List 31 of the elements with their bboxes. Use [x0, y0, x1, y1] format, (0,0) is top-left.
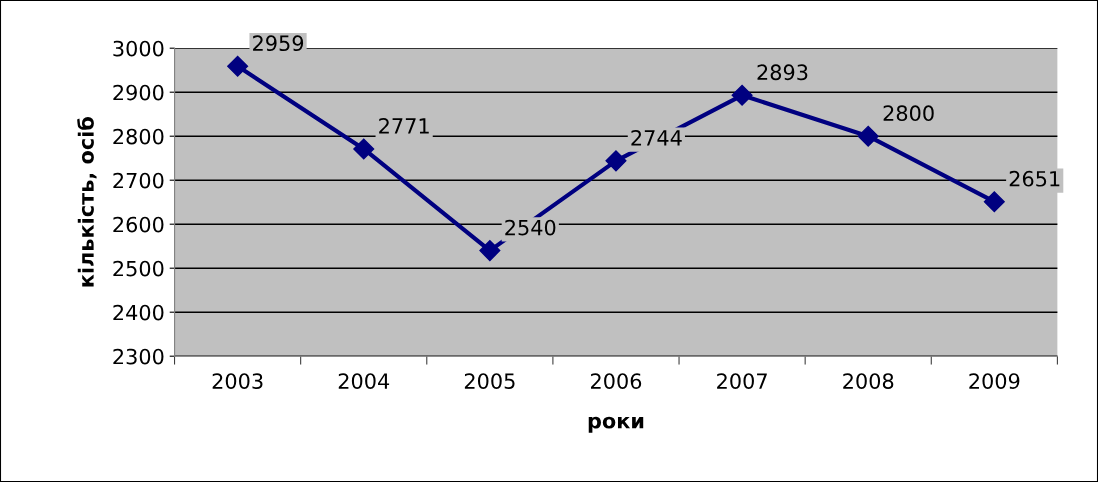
data-label: 2651 [1009, 170, 1060, 187]
y-tick-label: 2600 [113, 216, 164, 233]
y-tick-label: 2900 [113, 84, 164, 101]
data-label: 2959 [253, 35, 304, 52]
x-tick-label: 2006 [590, 373, 642, 389]
x-tick-label: 2005 [464, 373, 515, 389]
point [227, 55, 249, 77]
y-tick-label: 2400 [113, 304, 164, 321]
data-label: 2771 [379, 118, 429, 134]
y-axis-title: кількість, осіб [77, 117, 97, 287]
y-tick-label: 3000 [113, 40, 164, 57]
point [479, 240, 501, 262]
point [983, 191, 1005, 213]
point [857, 125, 879, 147]
x-tick-label: 2004 [338, 373, 390, 389]
point [731, 84, 753, 106]
x-tick-label: 2008 [843, 373, 894, 389]
y-tick-label: 2500 [113, 260, 164, 277]
x-tick-label: 2007 [717, 373, 767, 389]
point [605, 150, 627, 172]
point [353, 138, 375, 160]
y-tick-label: 2800 [113, 128, 164, 145]
data-label: 2744 [631, 129, 682, 146]
x-axis-title: роки [588, 416, 644, 433]
x-tick-label: 2003 [212, 373, 263, 389]
data-label: 2800 [883, 105, 934, 122]
x-tick-label: 2009 [969, 373, 1020, 389]
data-label: 2893 [757, 64, 808, 81]
y-tick-label: 2700 [113, 172, 164, 189]
y-tick-label: 2300 [113, 348, 164, 365]
data-label: 2540 [505, 219, 556, 236]
